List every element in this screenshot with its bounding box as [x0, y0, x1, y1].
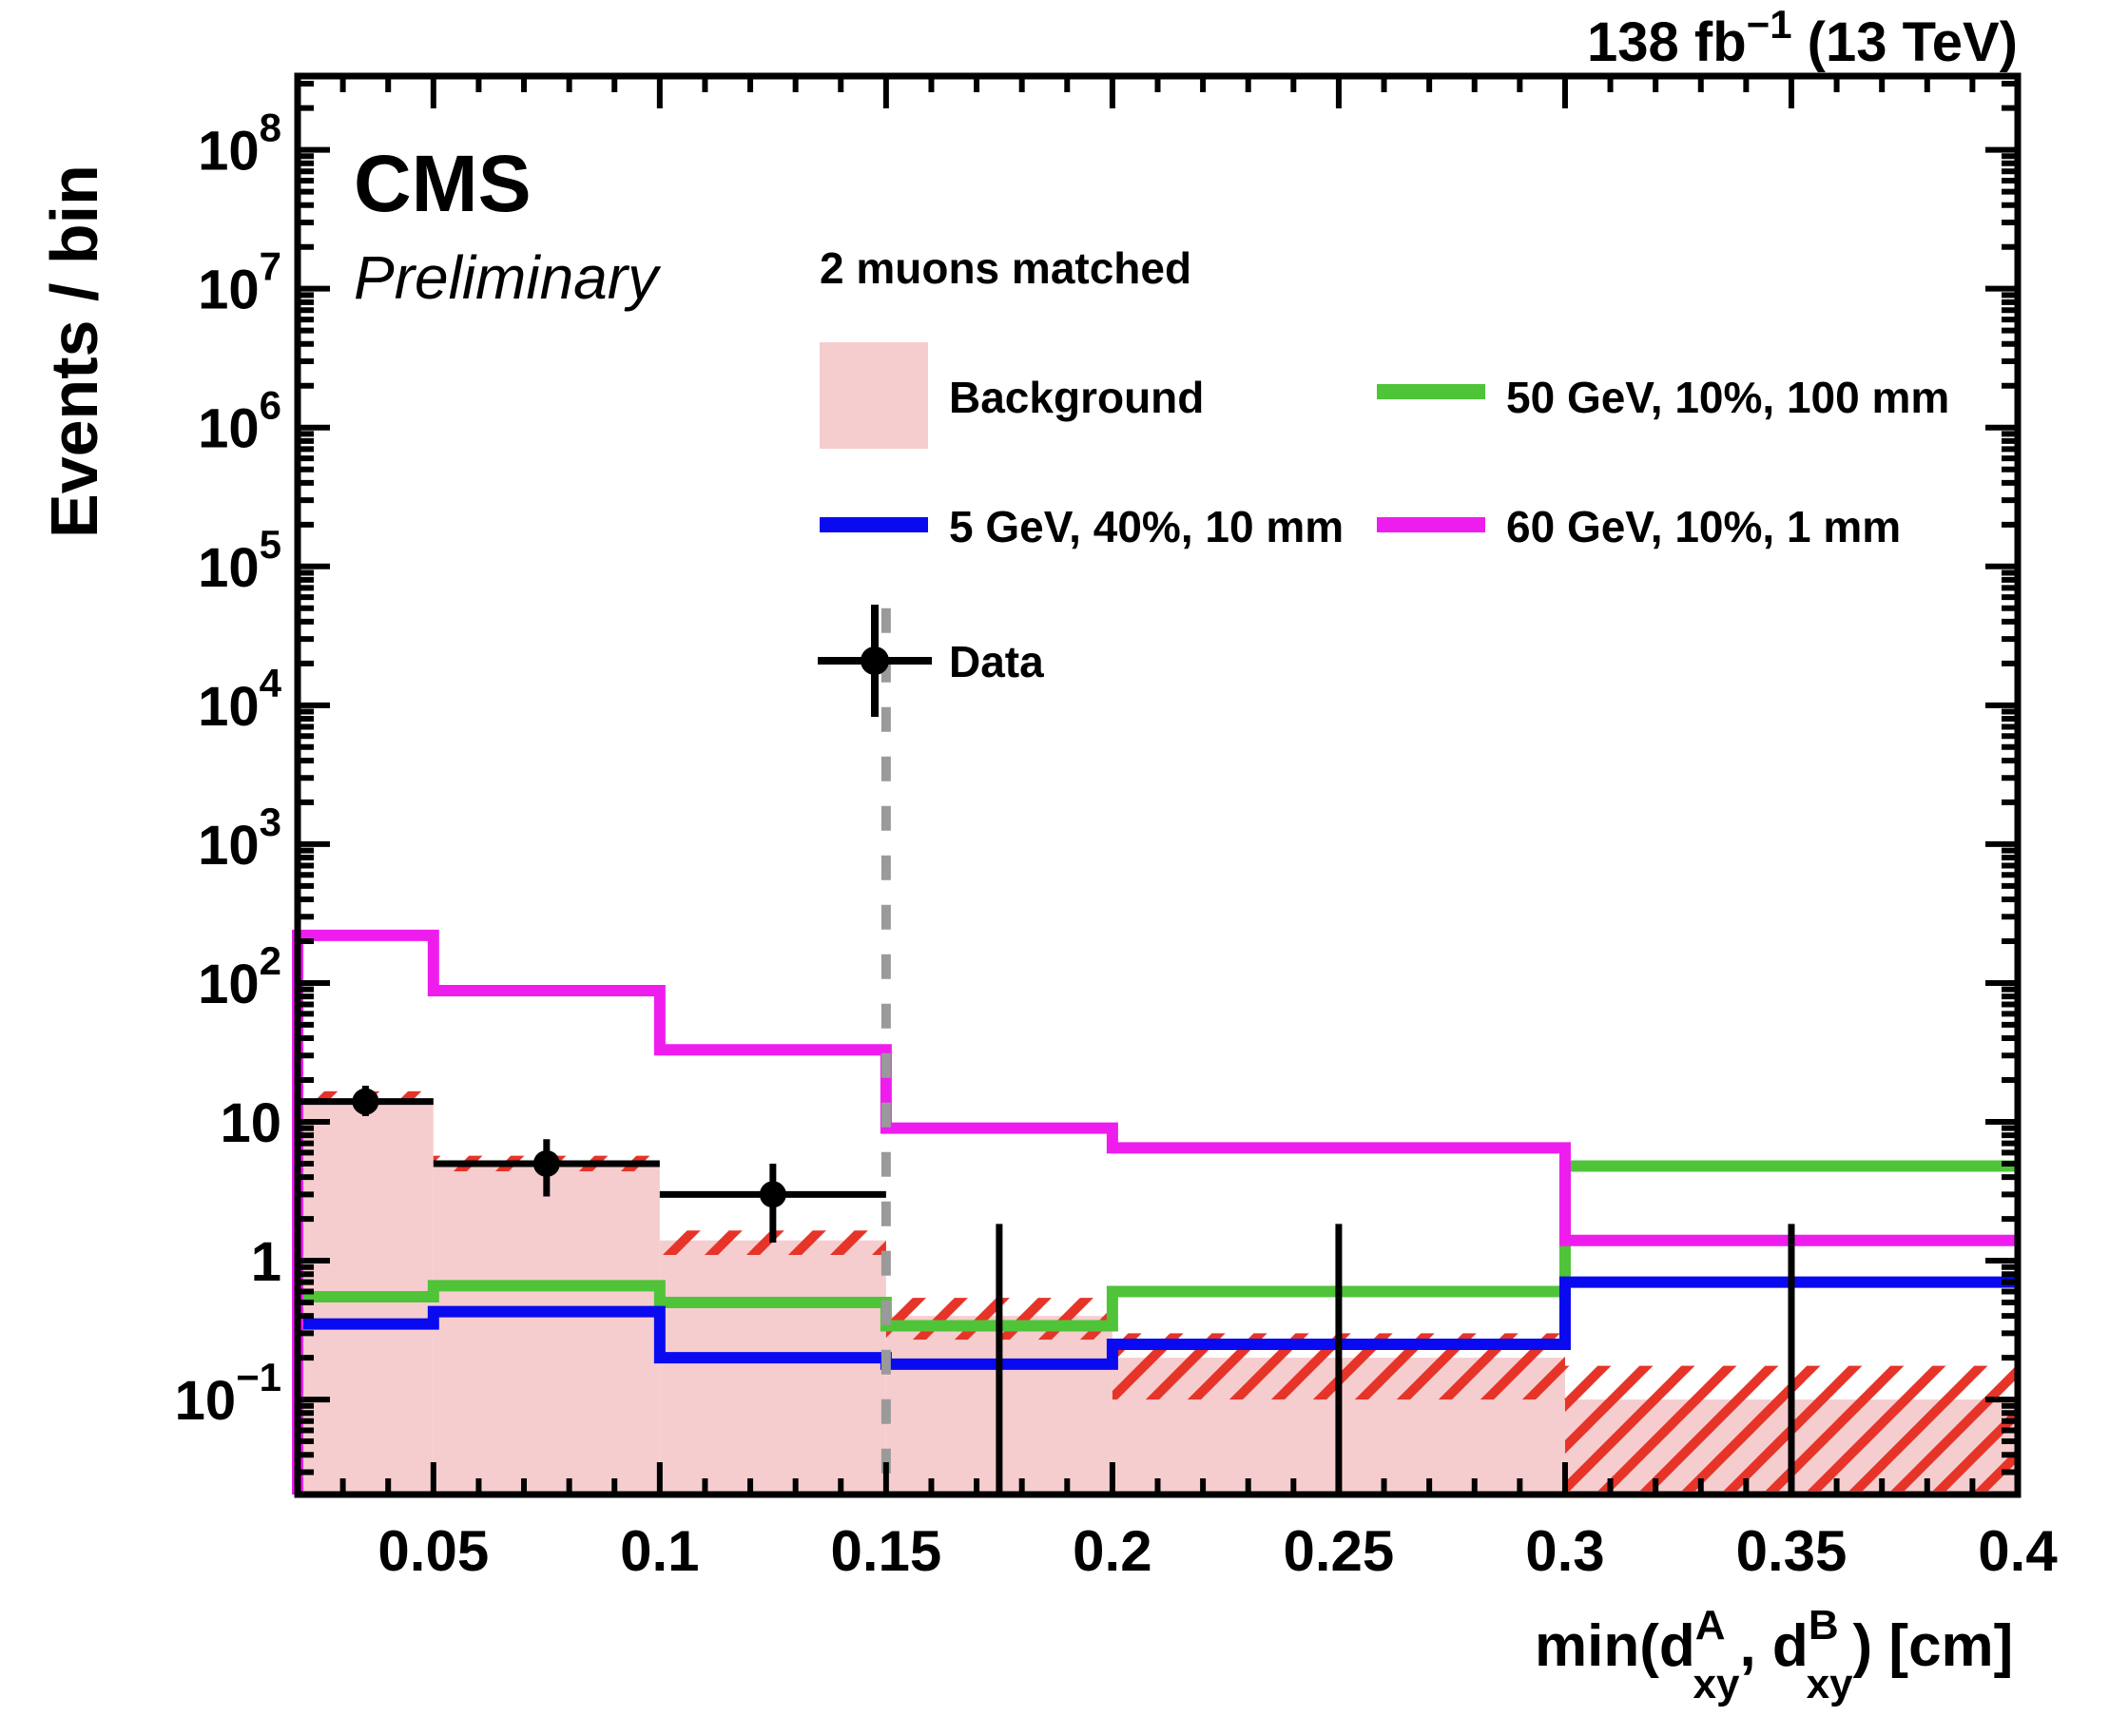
x-axis-tick-label: 0.3 — [1525, 1519, 1604, 1583]
y-axis-tick-label: 105 — [198, 522, 281, 599]
y-axis-tick-label: 10 — [220, 1092, 281, 1154]
data-point-marker — [352, 1088, 379, 1115]
y-axis-tick-label: 103 — [198, 800, 281, 877]
y-axis-tick-label: 108 — [198, 106, 281, 183]
y-axis-tick-label: 1 — [251, 1231, 281, 1293]
y-axis-tick-label: 104 — [198, 661, 282, 738]
x-axis-tick-label: 0.2 — [1073, 1519, 1151, 1583]
y-axis-tick-label: 106 — [198, 383, 281, 460]
x-axis-tick-label: 0.25 — [1284, 1519, 1395, 1583]
legend-swatch-magenta-signal — [1377, 517, 1485, 532]
legend-data-marker-icon — [818, 605, 932, 717]
x-axis-tick-label: 0.15 — [830, 1519, 941, 1583]
data-point-marker — [532, 1149, 560, 1177]
y-axis-tick-label: 102 — [198, 938, 281, 1015]
legend-label-magenta-signal: 60 GeV, 10%, 1 mm — [1506, 502, 1901, 551]
cms-label: CMS — [354, 139, 532, 228]
preliminary-label: Preliminary — [354, 243, 662, 312]
x-axis-tick-label: 0.05 — [377, 1519, 489, 1583]
legend-swatch-blue-signal — [820, 517, 928, 532]
legend-header: 2 muons matched — [820, 243, 1191, 293]
x-axis-tick-label: 0.4 — [1978, 1519, 2058, 1583]
x-axis-tick-label: 0.1 — [620, 1519, 699, 1583]
legend: 2 muons matched Background 50 GeV, 10%, … — [818, 243, 1949, 717]
data-point-marker — [759, 1181, 786, 1208]
legend-label-data: Data — [949, 637, 1044, 686]
luminosity-label: 138 fb−1 (13 TeV) — [1587, 2, 2018, 73]
x-axis-title: min(dA xy, dB xy) [cm] — [1535, 1602, 2013, 1707]
x-axis-tick-label: 0.35 — [1736, 1519, 1848, 1583]
y-axis-title: Events / bin — [37, 164, 111, 538]
legend-swatch-green-signal — [1377, 384, 1485, 399]
background-histogram-bin — [433, 1163, 660, 1495]
legend-swatch-background — [820, 342, 928, 449]
y-axis-tick-label: 10−1 — [175, 1355, 281, 1432]
legend-label-background: Background — [949, 373, 1204, 422]
y-axis-tick-label: 107 — [198, 244, 281, 321]
plot-area: 0.05 0.1 0.15 0.2 0.25 0.3 0.35 0.4 10−1 1 10 102 10… — [175, 72, 2058, 1583]
signal-magenta-60gev-line — [292, 929, 2018, 1495]
legend-label-blue-signal: 5 GeV, 40%, 10 mm — [949, 502, 1344, 551]
legend-label-green-signal: 50 GeV, 10%, 100 mm — [1506, 373, 1949, 422]
background-histogram-bin — [659, 1240, 886, 1495]
